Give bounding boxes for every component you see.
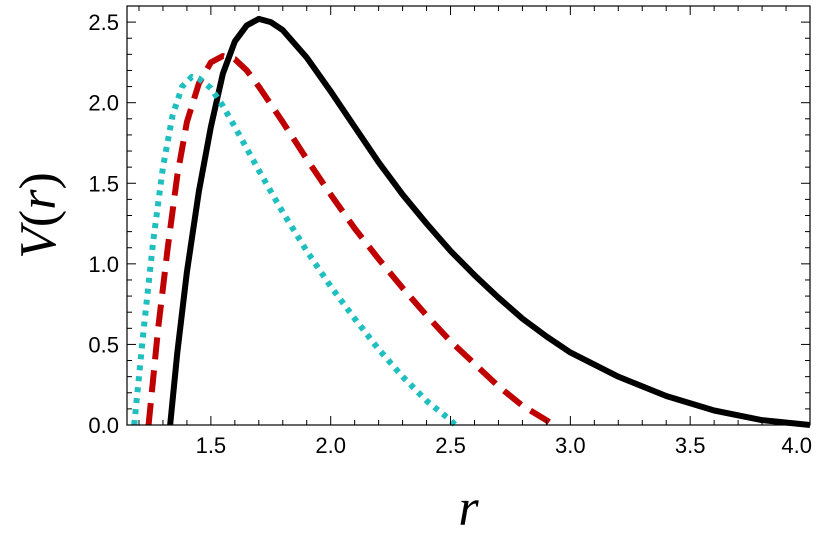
x-tick-label: 4.0 [781, 433, 812, 458]
y-tick-label: 2.0 [88, 91, 119, 116]
plot-frame [126, 5, 811, 426]
series-layer [131, 15, 811, 428]
x-tick-label: 1.5 [196, 433, 227, 458]
x-tick-label: 2.0 [315, 433, 346, 458]
y-axis-label: V(r) [10, 172, 67, 259]
x-tick-label: 3.5 [675, 433, 706, 458]
y-tick-label: 1.5 [88, 171, 119, 196]
y-tick-label: 0.0 [88, 413, 119, 438]
y-axis-label-r: r [10, 189, 67, 210]
tick-labels-layer: 0.0 0.5 1.0 1.5 2.0 2.5 1.5 2.0 2.5 3.0 3.5 4.0 [88, 10, 812, 458]
y-axis-label-open-paren: ( [10, 210, 67, 227]
x-tick-label: 3.0 [555, 433, 586, 458]
y-tick-label: 2.5 [88, 10, 119, 35]
y-tick-label: 1.0 [88, 252, 119, 277]
series-line-dashed [145, 52, 556, 428]
x-axis-label: r [458, 480, 479, 537]
series-line-dotted [131, 73, 458, 428]
y-axis-label-close-paren: ) [10, 172, 67, 189]
y-tick-label: 0.5 [88, 332, 119, 357]
y-axis-label-v: V [10, 222, 67, 259]
series-line-solid [167, 15, 811, 428]
x-tick-label: 2.5 [435, 433, 466, 458]
ticks-layer [127, 5, 811, 426]
